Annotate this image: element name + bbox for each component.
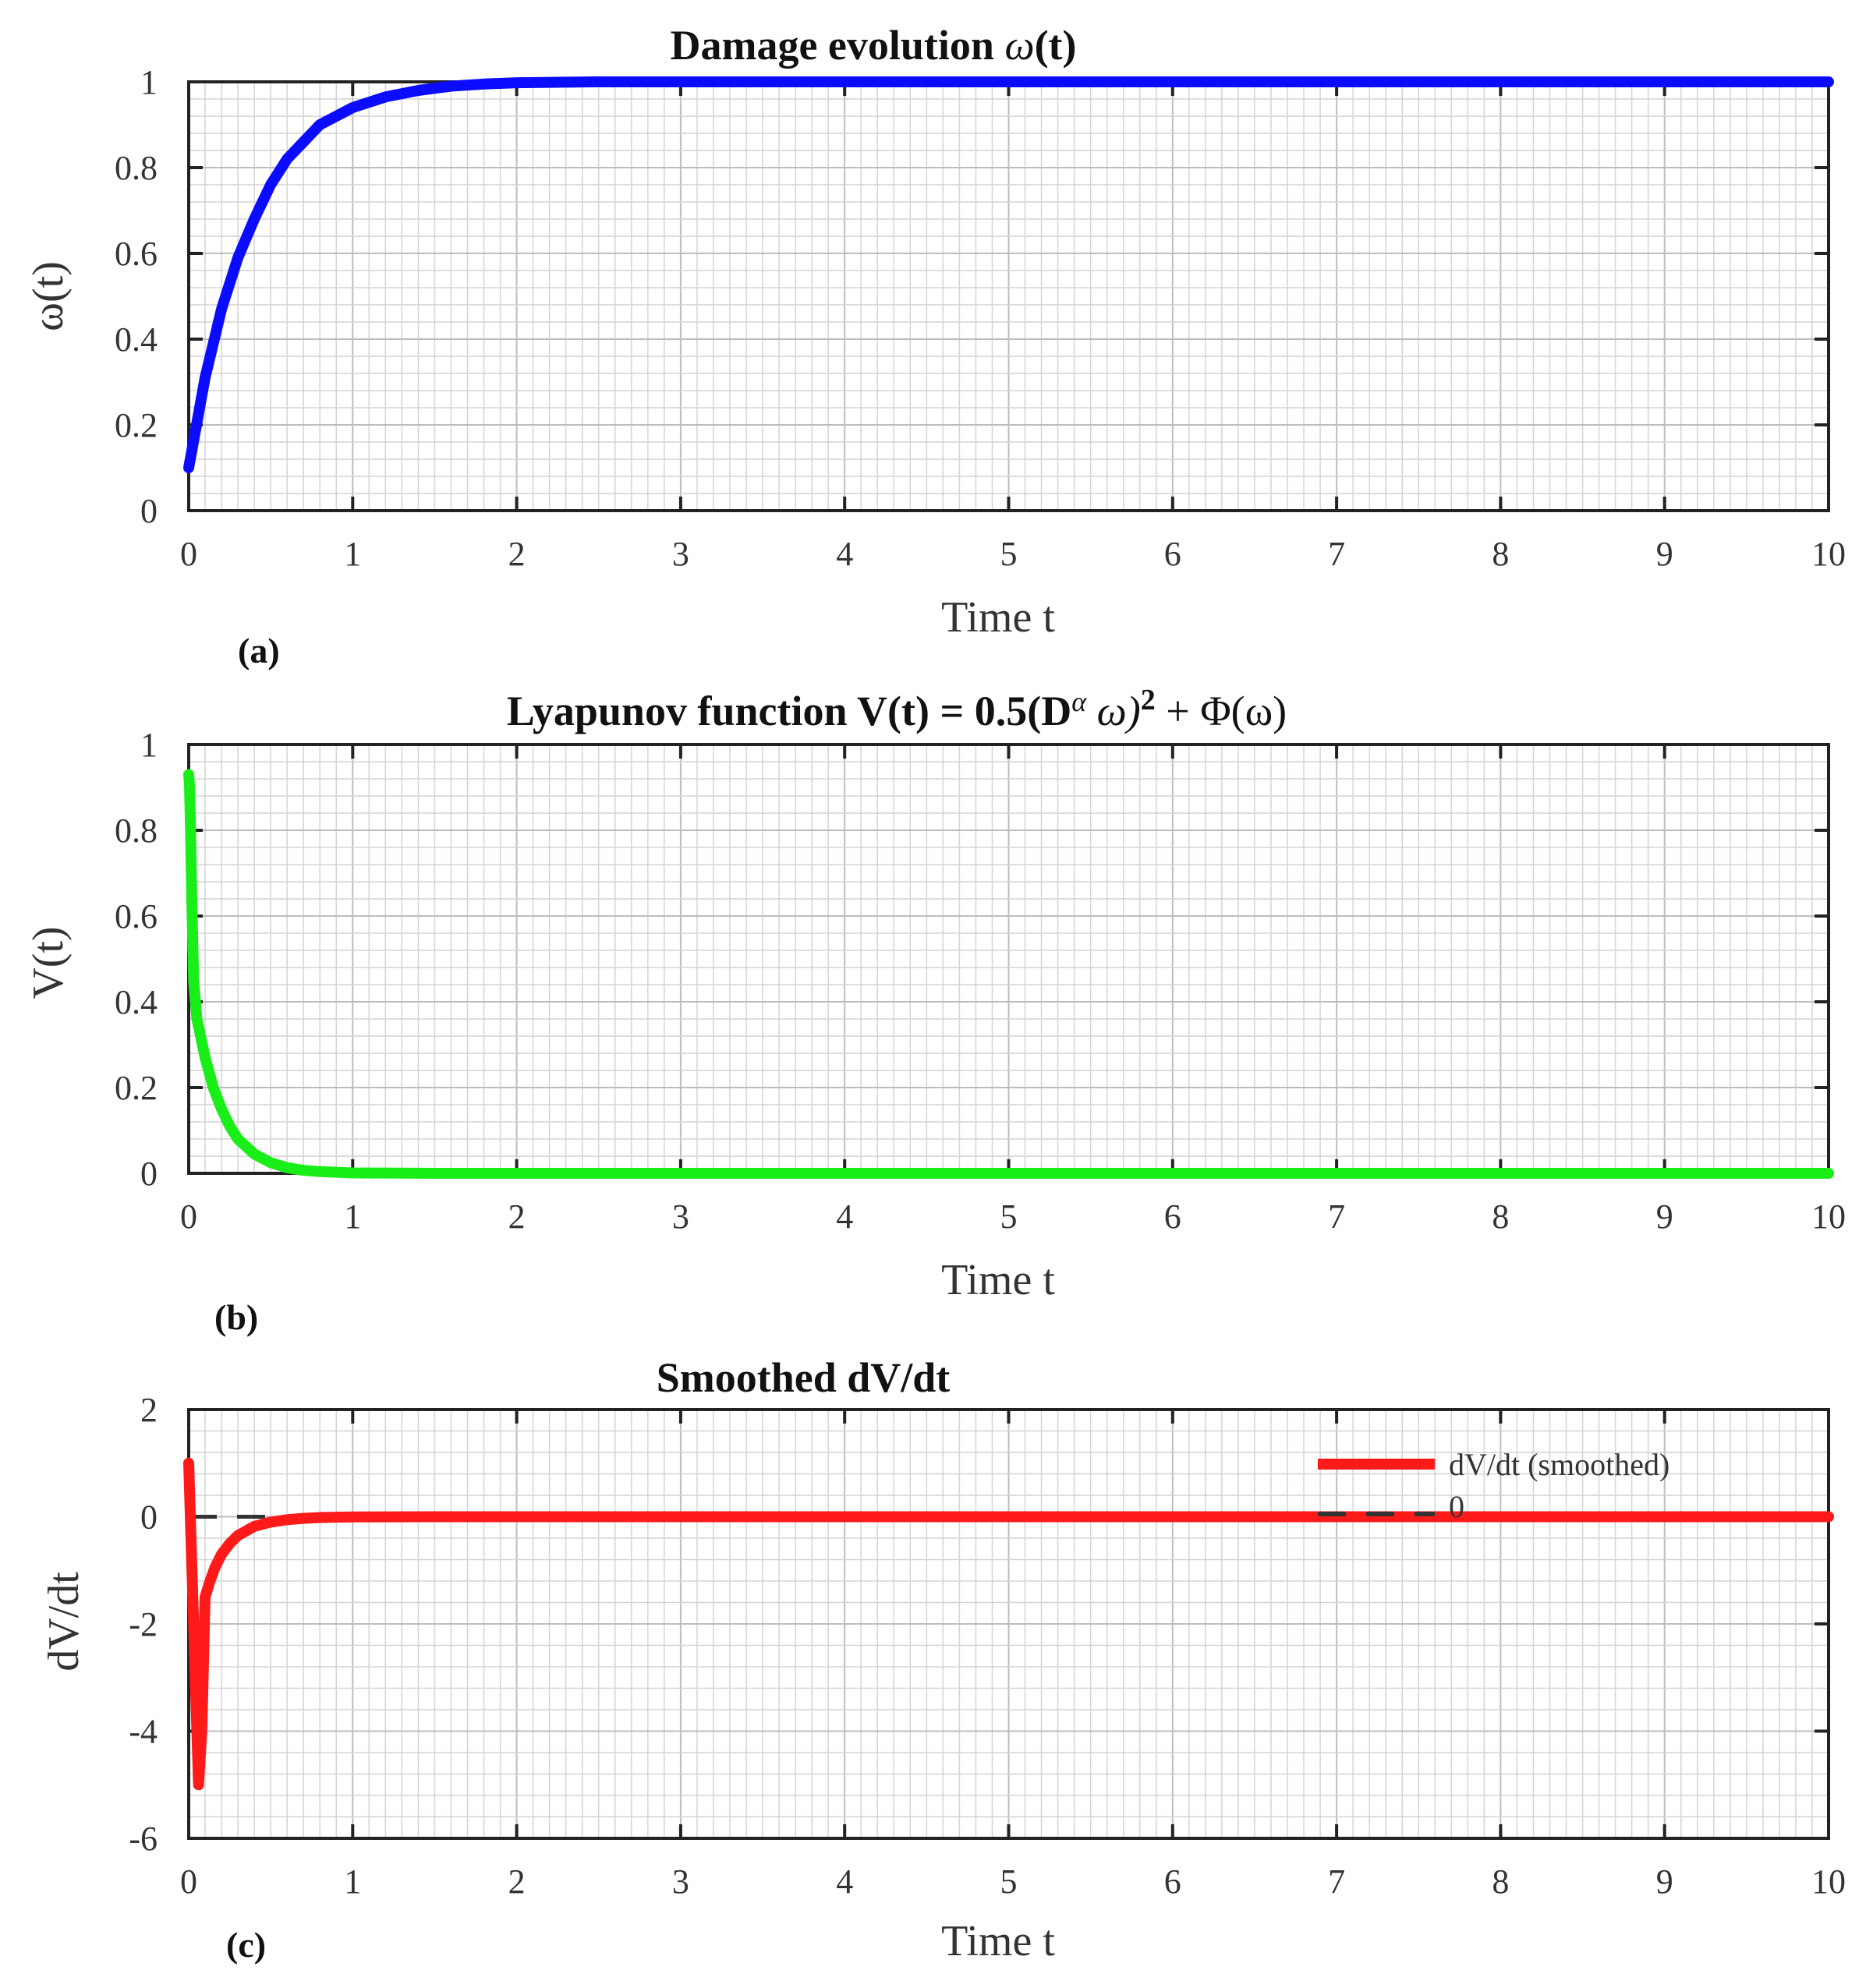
series-line-c [183,1457,1834,1791]
x-tick-label: 4 [836,535,853,573]
y-tick-label: 2 [140,1391,158,1429]
x-tick-label: 8 [1492,535,1509,573]
panel-c-series [183,1457,1834,1791]
x-tick-label: 2 [508,1862,526,1901]
y-tick-label: -6 [129,1820,158,1858]
panel-b-grid [189,745,1829,1173]
x-tick-label: 3 [672,535,689,573]
x-tick-label: 7 [1328,1862,1345,1901]
x-tick-label: 1 [344,1197,361,1236]
x-tick-label: 0 [180,535,197,573]
x-tick-label: 0 [180,1862,197,1901]
x-tick-label: 1 [344,535,361,573]
y-tick-label: 1 [140,63,158,101]
x-tick-label: 6 [1164,535,1181,573]
x-tick-label: 8 [1492,1862,1509,1901]
panel-a-ylabel: ω(t) [24,261,73,331]
y-tick-label: 0.8 [115,149,158,187]
panel-c-label: (c) [226,1925,266,1965]
x-tick-label: 2 [508,535,526,573]
x-tick-label: 3 [672,1862,689,1901]
panel-c-ylabel: dV/dt [40,1572,88,1671]
panel-c-title: Smoothed dV/dt [657,1354,951,1401]
x-tick-label: 7 [1328,535,1345,573]
x-tick-label: 9 [1656,1862,1673,1901]
y-tick-label: 0.6 [115,235,158,273]
y-tick-label: 0.4 [115,320,158,359]
x-tick-label: 5 [1000,1862,1018,1901]
x-tick-label: 10 [1811,1197,1846,1236]
series-line-a [183,76,1834,473]
panel-a-grid [189,82,1829,511]
x-tick-label: 6 [1164,1197,1181,1236]
y-tick-label: 0.8 [115,812,158,850]
panel-c-ticks: 0 1 2 3 4 5 6 7 8 9 10 -6 -4 -2 0 2 [129,1391,1846,1901]
x-tick-label: 8 [1492,1197,1509,1236]
x-tick-label: 0 [180,1197,197,1236]
x-tick-label: 7 [1328,1197,1345,1236]
panel-a-ticks: 0 1 2 3 4 5 6 7 8 9 10 0 0.2 0.4 0.6 0.8 1 [115,63,1846,573]
y-tick-label: 1 [140,726,158,764]
y-tick-label: 0 [140,1498,158,1537]
x-tick-label: 3 [672,1197,689,1236]
panel-a-title: Damage evolution ω(t) [670,22,1076,69]
y-tick-label: 0 [140,492,158,530]
x-tick-label: 2 [508,1197,526,1236]
panel-b-label: (b) [214,1297,258,1337]
y-tick-label: 0.4 [115,983,158,1021]
panel-a-xlabel: Time t [941,593,1055,642]
panel-b: Lyapunov function V(t) = 0.5(Dα ω)2 + Φ(… [24,684,1846,1337]
x-tick-label: 4 [836,1197,853,1236]
y-tick-label: 0.2 [115,1069,158,1107]
x-tick-label: 6 [1164,1862,1181,1901]
panel-b-title: Lyapunov function V(t) = 0.5(Dα ω)2 + Φ(… [507,684,1287,734]
panel-b-ticks: 0 1 2 3 4 5 6 7 8 9 10 0 0.2 0.4 0.6 0.8 1 [115,726,1846,1236]
panel-c: Smoothed dV/dt 0 1 2 3 4 5 6 7 8 9 10 -6 -4 -2 0 2 dV/d… [40,1354,1846,1965]
x-tick-label: 5 [1000,1197,1018,1236]
panel-a-series [183,76,1834,473]
panel-c-legend: dV/dt (smoothed) 0 [1318,1447,1669,1524]
x-tick-label: 10 [1811,535,1846,573]
panel-a: Damage evolution ω(t) 0 1 2 3 4 5 6 7 8 9 10 0 0.2 0.… [24,22,1846,670]
y-tick-label: 0 [140,1155,158,1193]
series-line-b [183,769,1834,1179]
x-tick-label: 1 [344,1862,361,1901]
y-tick-label: -4 [129,1713,158,1751]
x-tick-label: 5 [1000,535,1018,573]
legend-label-zero: 0 [1449,1489,1464,1524]
x-tick-label: 4 [836,1862,853,1901]
panel-b-xlabel: Time t [941,1256,1055,1304]
panel-a-label: (a) [238,631,280,670]
panel-b-series [183,769,1834,1179]
y-tick-label: -2 [129,1605,158,1643]
legend-label-dvdt: dV/dt (smoothed) [1449,1447,1669,1482]
panel-b-ylabel: V(t) [24,926,73,999]
x-tick-label: 9 [1656,1197,1673,1236]
x-tick-label: 10 [1811,1862,1846,1901]
panel-c-grid [189,1410,1829,1838]
panel-c-xlabel: Time t [941,1917,1055,1965]
y-tick-label: 0.2 [115,406,158,444]
x-tick-label: 9 [1656,535,1673,573]
y-tick-label: 0.6 [115,897,158,936]
